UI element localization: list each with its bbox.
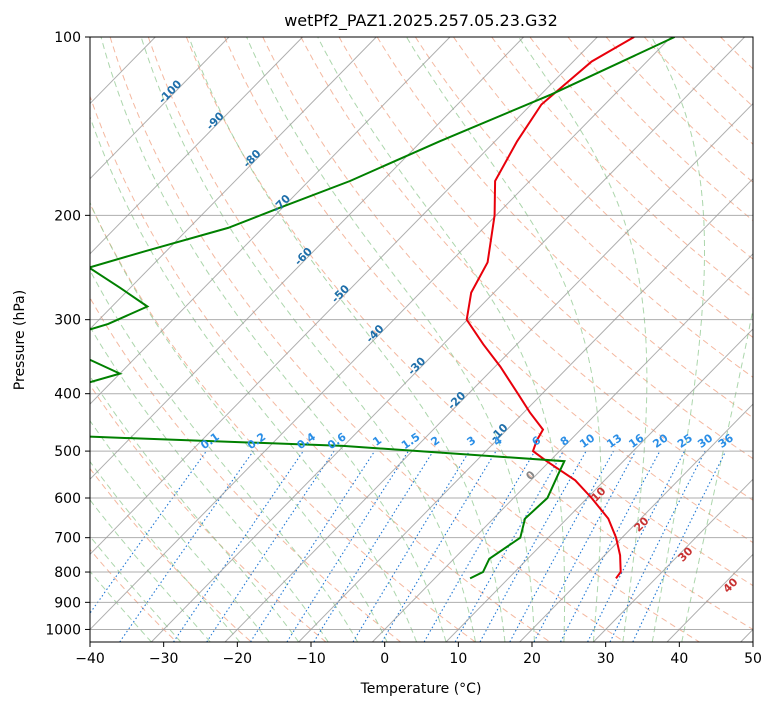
isotherm-line	[519, 403, 753, 642]
dry-adiabat	[224, 37, 753, 587]
dry-adiabat	[147, 37, 700, 642]
y-axis: 100 200 300 400 500 600 700 800 900 1000	[45, 30, 90, 638]
dry-adiabat	[262, 37, 753, 544]
mixing-ratio-line	[206, 450, 335, 642]
dry-adiabat	[90, 202, 476, 642]
x-tick-label: 10	[449, 651, 467, 667]
moist-adiabat	[90, 419, 270, 642]
mixing-ratio-line	[587, 450, 685, 642]
y-tick-label: 400	[54, 387, 81, 403]
isotherm-line	[90, 37, 451, 405]
plot-area: -100-90-80-70-60-50-40-30-20-1000.1 0.2 0.…	[90, 37, 753, 642]
dry-adiabat	[90, 296, 401, 642]
plot-frame	[89, 36, 754, 643]
x-tick-label: 0	[380, 651, 389, 667]
isotherm-line	[90, 37, 303, 255]
mixing-ratio-line	[533, 450, 637, 642]
isotherm-line	[224, 102, 753, 642]
y-tick-label: 900	[54, 595, 81, 611]
dry-adiabat	[90, 94, 551, 642]
mixing-ratio-line	[90, 450, 207, 615]
isotherm-line	[90, 37, 672, 631]
dry-adiabat	[414, 37, 753, 378]
mixing-ratio-line	[119, 450, 254, 642]
y-tick-label: 300	[54, 313, 81, 329]
chart-title: wetPf2_PAZ1.2025.257.05.23.G32	[284, 11, 558, 31]
x-tick-label: 20	[523, 651, 541, 667]
isotherm-line	[90, 37, 524, 480]
dry-adiabat	[338, 37, 753, 460]
mixing-ratio-line	[352, 450, 470, 642]
moist-adiabat	[681, 306, 753, 642]
moist-adiabat	[317, 37, 566, 642]
mixing-ratio-line	[509, 450, 614, 642]
x-tick-label: 40	[670, 651, 688, 667]
x-tick-label: 50	[744, 651, 762, 667]
x-tick-label: 30	[597, 651, 615, 667]
mixing-ratio-line	[286, 450, 409, 642]
x-axis: −40 −30 −20 −10 0 10 20 30 40 50	[75, 642, 762, 667]
x-tick-label: −40	[75, 651, 105, 667]
x-tick-label: −10	[296, 651, 326, 667]
y-tick-label: 800	[54, 565, 81, 581]
mixing-ratio-line	[454, 450, 564, 642]
dry-adiabat	[90, 467, 252, 642]
moist-adiabat	[90, 460, 241, 642]
moist-adiabat	[90, 269, 359, 642]
isotherm-line	[371, 253, 753, 642]
moist-adiabat	[651, 37, 705, 642]
dry-adiabat	[529, 37, 753, 260]
isotherm-line	[150, 37, 745, 642]
isotherm-line	[90, 37, 377, 330]
moist-adiabat	[406, 37, 602, 642]
y-axis-label: Pressure (hPa)	[12, 290, 28, 390]
x-axis-label: Temperature (°C)	[360, 681, 482, 697]
temperature-line	[465, 37, 635, 579]
moist-adiabat	[90, 325, 329, 642]
mixing-ratio-line	[173, 450, 304, 642]
isotherm-line	[445, 328, 753, 642]
profile-lines	[90, 37, 676, 580]
isotherm-line	[90, 37, 598, 556]
isotherm-line	[298, 177, 753, 642]
dry-adiabat	[491, 37, 753, 299]
y-tick-label: 600	[54, 491, 81, 507]
moist-adiabat	[518, 37, 648, 642]
dewpoint-line	[90, 37, 676, 580]
x-tick-label: −20	[223, 651, 253, 667]
mixing-ratio-line	[250, 450, 376, 642]
moist-adiabat	[100, 37, 447, 642]
isotherm-line	[90, 37, 230, 180]
moist-adiabat	[90, 115, 418, 642]
y-tick-label: 500	[54, 444, 81, 460]
y-tick-label: 200	[54, 208, 81, 224]
x-tick-label: −30	[149, 651, 179, 667]
moist-adiabat	[90, 499, 211, 642]
dry-adiabat	[643, 37, 753, 145]
y-tick-label: 1000	[45, 622, 81, 638]
moist-adiabat	[140, 37, 476, 642]
isotherm-line	[592, 478, 753, 642]
y-tick-label: 100	[54, 30, 81, 46]
mixing-ratio-line	[609, 450, 706, 642]
moist-adiabat	[90, 201, 388, 642]
moist-adiabat	[188, 37, 506, 642]
moist-adiabat	[246, 37, 535, 642]
y-tick-label: 700	[54, 531, 81, 547]
background-lines	[90, 37, 753, 642]
